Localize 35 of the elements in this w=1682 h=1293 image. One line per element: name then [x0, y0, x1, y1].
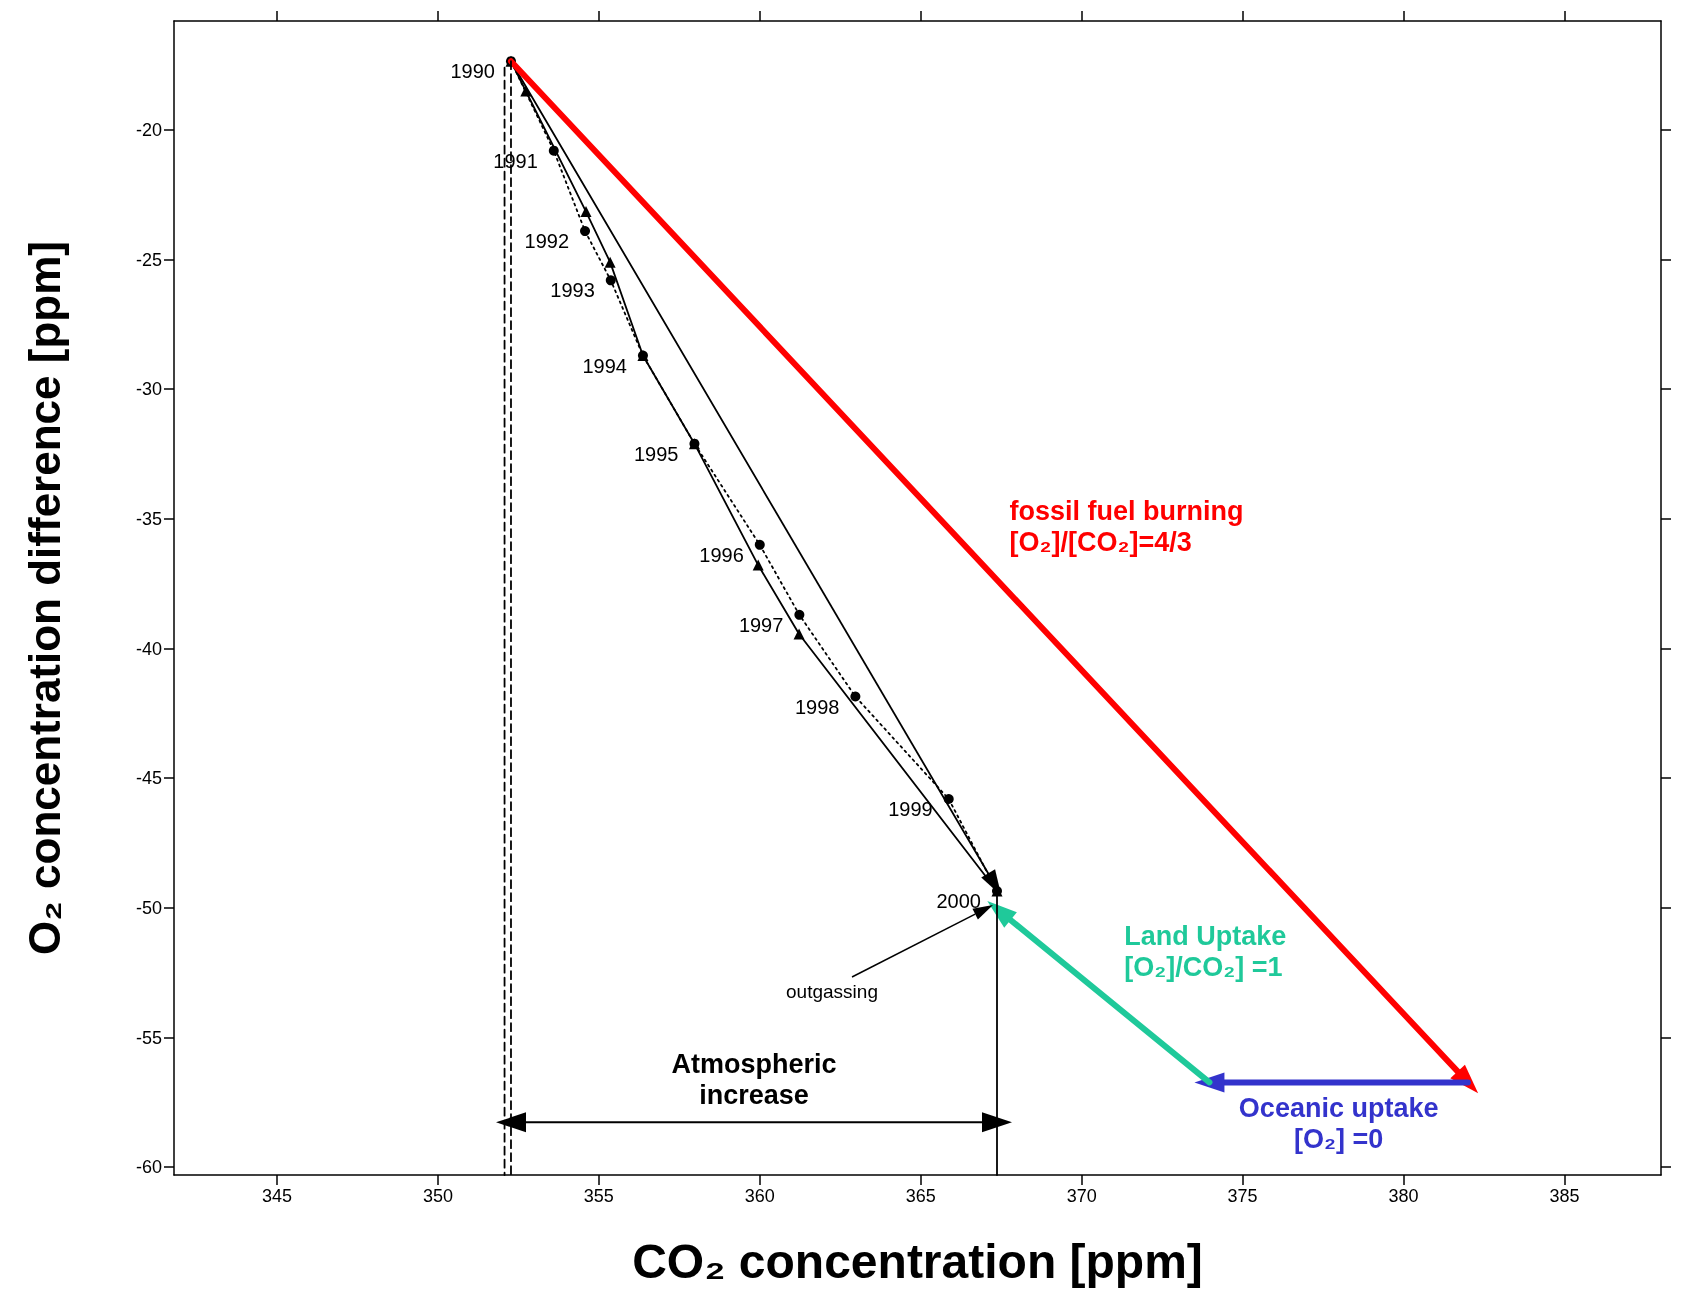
y-tick-label: -30: [135, 379, 162, 400]
series-label: Oceanic uptake [O₂] =0: [1238, 1092, 1439, 1154]
y-tick-label: -60: [135, 1157, 162, 1178]
y-axis-title: O₂ concentration difference [ppm]: [19, 241, 69, 955]
annotation: outgassing: [786, 980, 878, 1002]
x-tick-label: 355: [583, 1186, 614, 1206]
y-tick-label: -35: [135, 508, 162, 529]
y-tick-label: -45: [135, 768, 162, 789]
x-tick-label: 360: [744, 1186, 775, 1206]
annotation: 1995: [633, 442, 679, 465]
x-tick-label: 345: [261, 1186, 293, 1206]
annotation: 1998: [794, 695, 840, 718]
x-tick-label: 375: [1227, 1186, 1258, 1206]
annotation: 1992: [524, 230, 570, 253]
series-label: Atmospheric increase: [671, 1048, 837, 1110]
y-tick-label: -25: [135, 249, 162, 270]
annotation: 1996: [699, 543, 744, 566]
annotation: 2000: [936, 890, 981, 913]
y-tick-label: -20: [135, 119, 162, 140]
y-tick-label: -50: [135, 897, 162, 918]
series-label: Land Uptake [O₂]/CO₂] =1: [1124, 920, 1287, 982]
y-tick-label: -40: [135, 638, 162, 659]
annotation: 1997: [738, 613, 784, 636]
x-tick-label: 350: [422, 1186, 453, 1206]
x-axis-title: CO₂ concentration [ppm]: [632, 1234, 1203, 1288]
series-label: fossil fuel burning [O₂]/[CO₂]=4/3: [1009, 496, 1244, 558]
x-tick-label: 370: [1066, 1186, 1097, 1206]
annotation: 1990: [450, 60, 495, 83]
y-tick-label: -55: [135, 1027, 162, 1048]
x-tick-label: 365: [905, 1186, 936, 1206]
annotation: 1993: [550, 279, 595, 302]
annotation: 1999: [888, 797, 933, 820]
x-tick-label: 380: [1388, 1186, 1419, 1206]
annotation: 1994: [582, 354, 627, 377]
x-tick-label: 385: [1549, 1186, 1580, 1206]
